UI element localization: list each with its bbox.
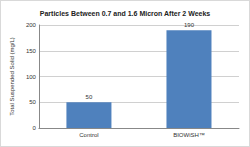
svg-text:50: 50 [86,94,93,100]
svg-text:BIOWiSH™: BIOWiSH™ [173,132,205,138]
svg-text:Control: Control [79,132,98,138]
svg-text:50: 50 [29,99,36,105]
svg-text:100: 100 [26,74,37,80]
svg-text:0: 0 [33,125,37,131]
svg-text:Particles Between 0.7 and 1.6: Particles Between 0.7 and 1.6 Micron Aft… [40,10,211,17]
svg-text:150: 150 [26,48,37,54]
svg-text:190: 190 [184,22,195,28]
svg-text:200: 200 [26,22,37,28]
svg-text:Total Suspended Solid (mg/L): Total Suspended Solid (mg/L) [9,37,15,116]
